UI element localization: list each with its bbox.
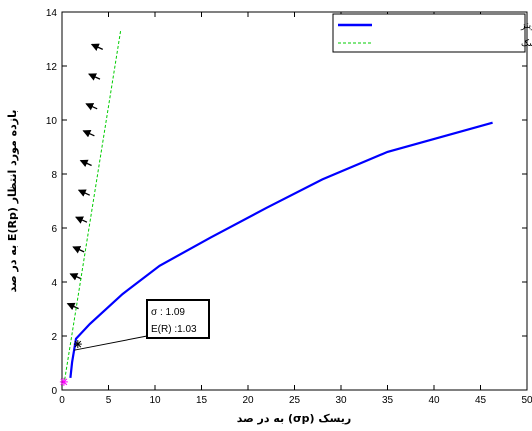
y-tick-label: 4: [51, 278, 57, 289]
markers: [59, 340, 82, 386]
y-tick-label: 12: [46, 62, 58, 73]
star-marker: [73, 340, 82, 349]
datatip-annotation: σ : 1.09 E(R) :1.03: [74, 299, 210, 351]
y-tick-label: 8: [51, 170, 57, 181]
constraint-arrow: [90, 43, 104, 51]
x-tick-label: 25: [289, 395, 301, 406]
x-tick-label: 35: [382, 395, 394, 406]
legend-box: [332, 13, 526, 53]
x-tick-label: 40: [428, 395, 440, 406]
x-tick-label: 15: [196, 395, 208, 406]
annotation-sigma: σ : 1.09: [151, 307, 185, 318]
star-marker: [59, 377, 68, 386]
constraint-arrow: [82, 130, 95, 138]
x-tick-label: 10: [149, 395, 161, 406]
x-tick-label: 5: [106, 395, 112, 406]
constraint-arrows: [66, 43, 104, 311]
star-stroke: [60, 378, 68, 386]
constraint-arrow: [75, 216, 88, 224]
x-tick-label: 0: [59, 395, 65, 406]
star-stroke: [74, 340, 82, 348]
y-tick-label: 6: [51, 224, 57, 235]
x-tick-label: 50: [521, 395, 532, 406]
legend: مرز کارا مارکویتز محدودیت ارزش در معرض ر…: [332, 13, 532, 53]
y-tick-label: 10: [46, 116, 58, 127]
x-tick-label: 20: [242, 395, 254, 406]
x-axis-label: ریسک (σp) به در صد: [237, 412, 352, 425]
x-tick-label: 45: [475, 395, 487, 406]
constraint-arrow: [85, 103, 98, 111]
x-tick-label: 30: [335, 395, 347, 406]
legend-label-var: محدودیت ارزش در معرض ریسک: [521, 39, 532, 49]
constraint-arrow: [72, 246, 85, 254]
y-tick-label: 0: [51, 386, 57, 397]
constraint-arrow: [88, 73, 101, 81]
y-tick-label: 14: [46, 8, 58, 19]
constraint-arrow: [66, 302, 79, 311]
constraint-arrow: [79, 159, 92, 168]
annotation-leader-line: [74, 335, 148, 351]
y-tick-label: 2: [51, 332, 57, 343]
constraint-arrow: [77, 189, 91, 197]
annotation-return: E(R) :1.03: [151, 324, 197, 335]
legend-label-frontier: مرز کارا مارکویتز: [520, 21, 532, 31]
y-axis-label: بازده مورد انتظار E(Rp) به در صد: [6, 110, 19, 293]
annotation-box: [146, 299, 210, 339]
plot-area: [61, 11, 528, 391]
constraint-arrow: [69, 273, 82, 281]
